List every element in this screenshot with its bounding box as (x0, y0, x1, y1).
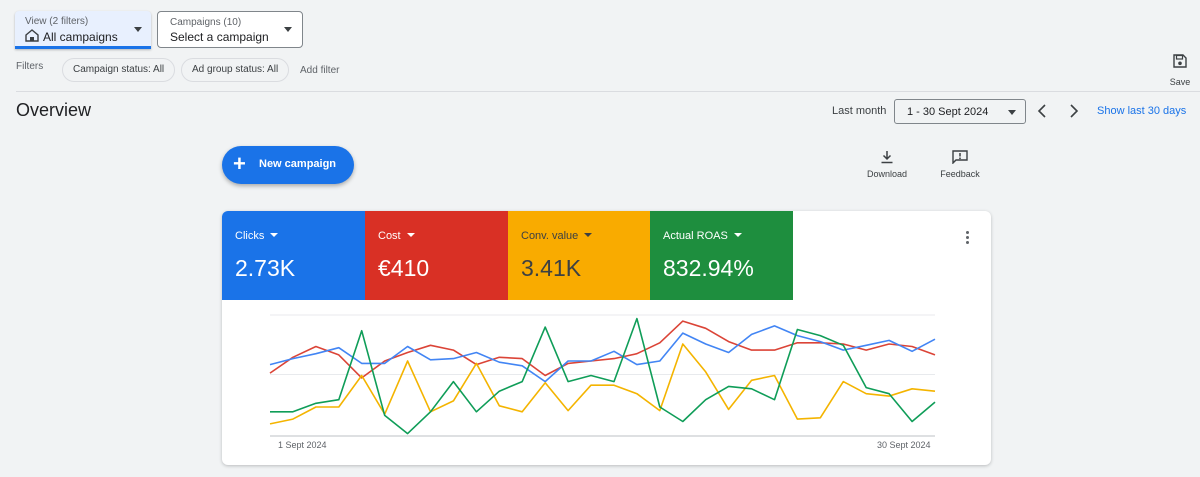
performance-card: Clicks 2.73K Cost €410 Conv. value 3.41K… (222, 211, 991, 465)
page-title: Overview (16, 100, 92, 120)
campaign-selector[interactable]: Campaigns (10) Select a campaign (157, 11, 303, 48)
show-last-30-days-link[interactable]: Show last 30 days (1097, 105, 1187, 117)
chevron-down-icon (134, 27, 142, 32)
metric-tile-clicks[interactable]: Clicks 2.73K (222, 211, 365, 300)
new-campaign-label: New campaign (259, 158, 337, 170)
campaign-selector-label: Campaigns (10) (170, 17, 242, 28)
chevron-left-icon[interactable] (1034, 101, 1052, 121)
new-campaign-button[interactable]: + New campaign (222, 146, 354, 184)
date-range-value: 1 - 30 Sept 2024 (907, 106, 989, 118)
metric-tile-roas[interactable]: Actual ROAS 832.94% (650, 211, 793, 300)
save-icon (1173, 54, 1187, 68)
chevron-down-icon (406, 233, 415, 237)
divider (16, 91, 1200, 92)
x-axis-end-label: 30 Sept 2024 (877, 440, 931, 450)
metric-name-clicks: Clicks (235, 230, 279, 242)
save-button[interactable]: Save (1166, 54, 1194, 87)
chevron-down-icon (733, 233, 742, 237)
metric-name-conv-value-text: Conv. value (521, 230, 579, 242)
metric-name-conv-value: Conv. value (521, 230, 593, 242)
chevron-down-icon (584, 233, 593, 237)
metric-value-clicks: 2.73K (235, 255, 296, 281)
performance-chart (269, 314, 936, 437)
feedback-button[interactable]: Feedback (930, 150, 990, 179)
chevron-down-icon (1008, 110, 1016, 115)
series-line-conv-value (269, 343, 936, 425)
series-line-actual-roas (270, 317, 936, 435)
download-icon (881, 151, 893, 164)
filters-label: Filters (16, 61, 44, 72)
download-label: Download (866, 169, 908, 179)
metric-value-roas: 832.94% (663, 255, 754, 281)
add-filter-button[interactable]: Add filter (300, 65, 340, 76)
view-selector-value: All campaigns (43, 30, 118, 44)
download-button[interactable]: Download (857, 150, 917, 179)
chevron-right-icon[interactable] (1064, 101, 1082, 121)
metric-name-roas: Actual ROAS (663, 230, 742, 242)
x-axis-start-label: 1 Sept 2024 (278, 440, 327, 450)
metric-name-cost: Cost (378, 230, 415, 242)
chevron-down-icon (270, 233, 279, 237)
series-line-cost (269, 320, 936, 379)
home-icon (25, 29, 39, 42)
metric-name-cost-text: Cost (378, 230, 401, 242)
chevron-down-icon (284, 27, 292, 32)
more-options-icon[interactable] (963, 231, 971, 247)
metric-tile-cost[interactable]: Cost €410 (365, 211, 508, 300)
view-selector[interactable]: View (2 filters) All campaigns (15, 11, 151, 49)
feedback-label: Feedback (940, 169, 980, 179)
metric-tile-conv-value[interactable]: Conv. value 3.41K (508, 211, 651, 300)
metric-value-conv-value: 3.41K (521, 255, 582, 281)
filter-chip-ad-group-status[interactable]: Ad group status: All (181, 58, 290, 82)
plus-icon: + (233, 151, 246, 176)
campaign-selector-value: Select a campaign (170, 30, 269, 44)
metric-name-clicks-text: Clicks (235, 230, 265, 242)
date-range-selector[interactable]: 1 - 30 Sept 2024 (894, 99, 1026, 124)
view-selector-label: View (2 filters) (25, 16, 89, 27)
save-label: Save (1169, 77, 1191, 87)
date-range-label: Last month (832, 105, 887, 117)
filter-chip-campaign-status[interactable]: Campaign status: All (62, 58, 176, 82)
metric-name-roas-text: Actual ROAS (663, 230, 728, 242)
feedback-icon (952, 150, 968, 164)
metric-value-cost: €410 (378, 255, 430, 281)
series-line-clicks (269, 325, 936, 383)
